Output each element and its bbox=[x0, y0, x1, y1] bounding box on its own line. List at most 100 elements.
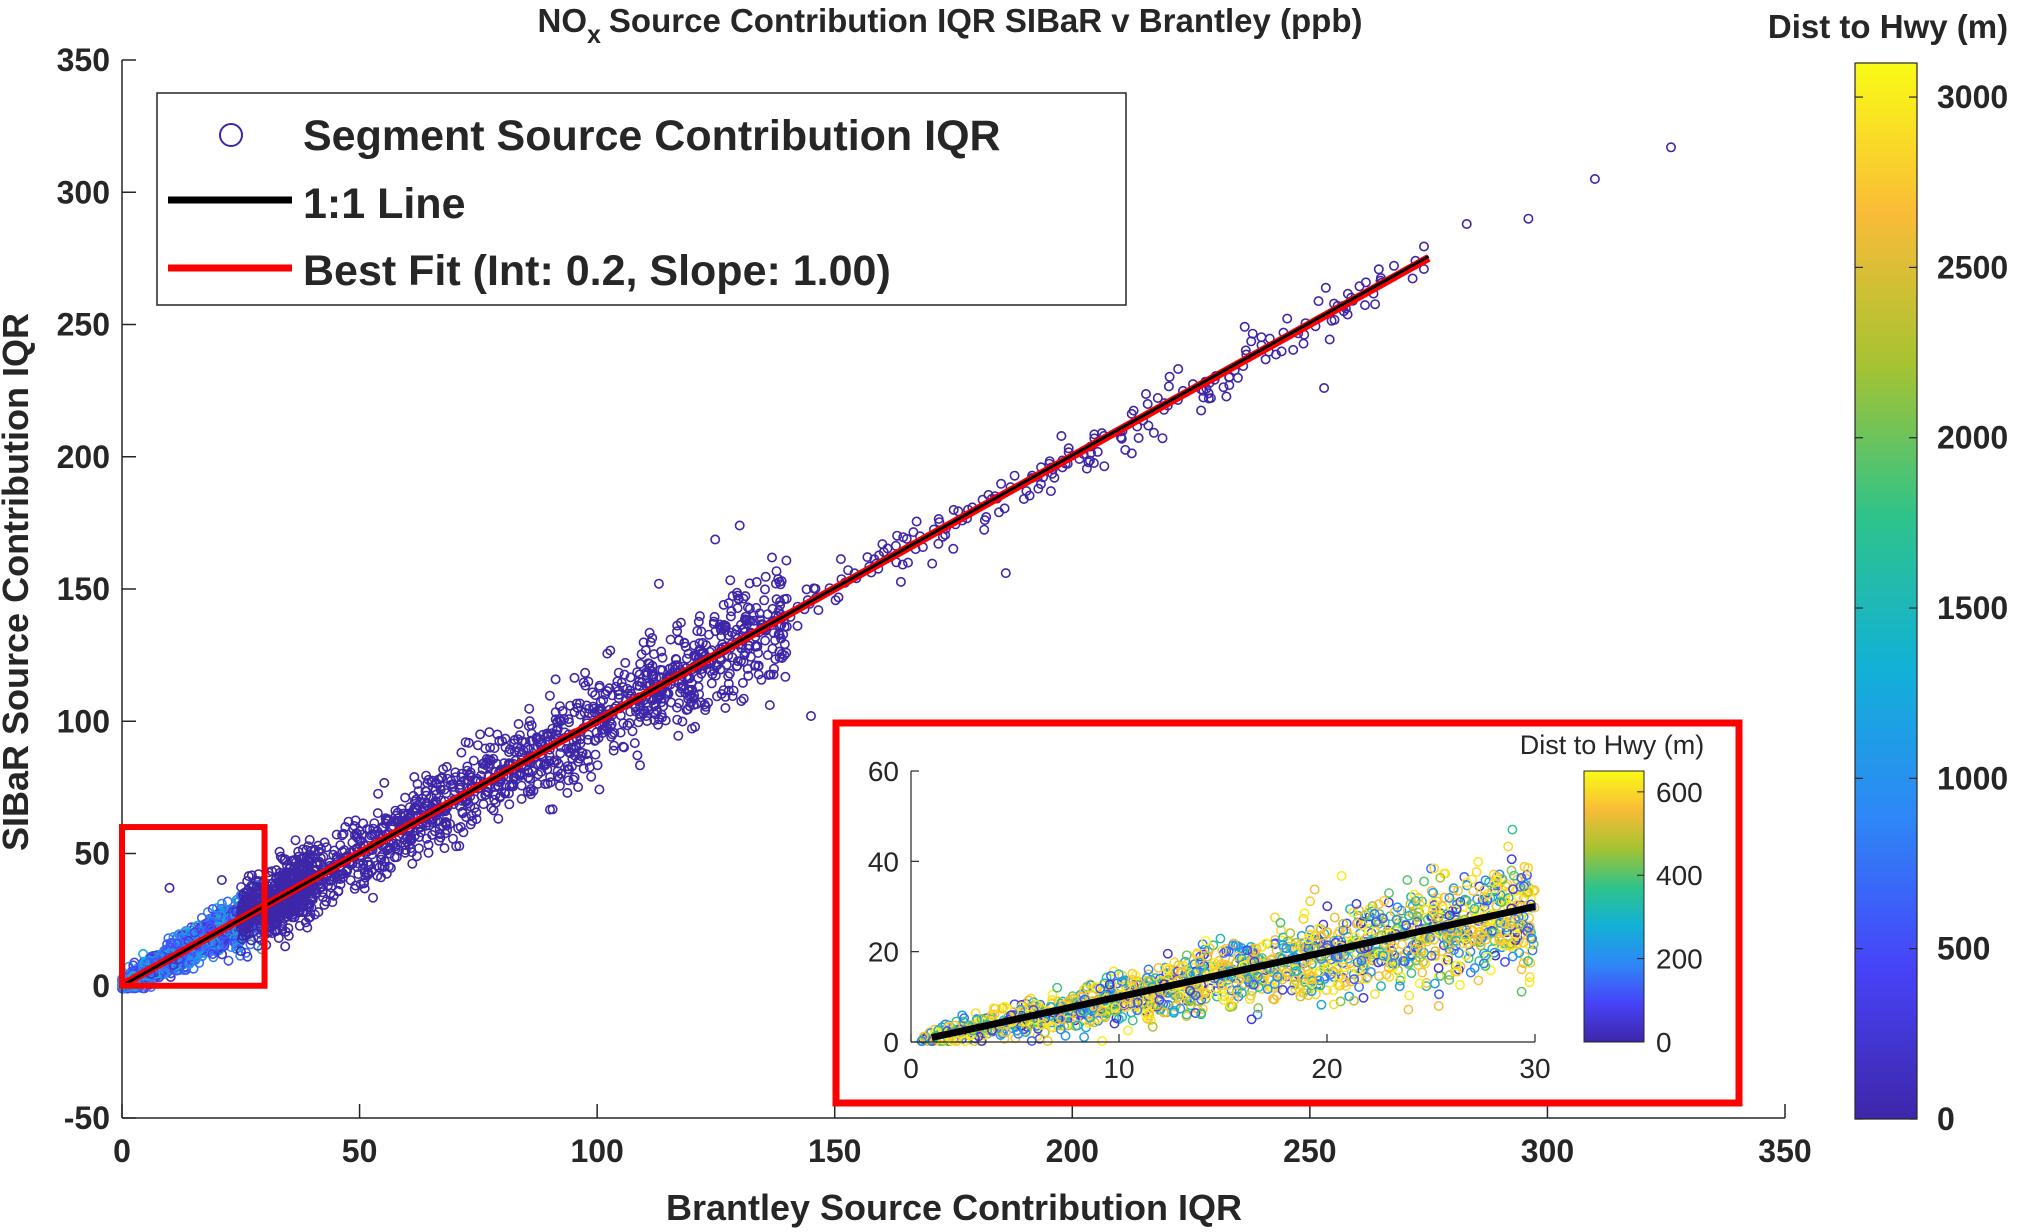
scatter-point bbox=[335, 873, 346, 884]
main-fit-lines bbox=[120, 254, 1431, 989]
scatter-point bbox=[570, 740, 581, 751]
scatter-point bbox=[1099, 461, 1110, 472]
inset-scatter-point bbox=[959, 1013, 970, 1024]
inset-scatter-point bbox=[1523, 922, 1534, 933]
inset-scatter-point bbox=[1247, 974, 1258, 985]
inset-scatter-point bbox=[1130, 999, 1141, 1010]
inset-scatter-point bbox=[1462, 938, 1473, 949]
inset-scatter-point bbox=[1401, 920, 1412, 931]
inset-scatter-point bbox=[1252, 971, 1263, 982]
scatter-point bbox=[309, 909, 320, 920]
main-axes: 0 50 100 150 200 250 300 350-500501001502002503… bbox=[57, 42, 1812, 1169]
inset-scatter-point bbox=[1063, 1020, 1074, 1031]
scatter-point bbox=[892, 530, 903, 541]
scatter-point bbox=[309, 844, 320, 855]
inset-scatter-point bbox=[1162, 948, 1173, 959]
x-tick-label: 250 bbox=[1283, 1133, 1336, 1169]
scatter-point bbox=[468, 755, 479, 766]
inset-scatter-point bbox=[1336, 870, 1347, 881]
scatter-point bbox=[600, 689, 611, 700]
y-tick-label: -50 bbox=[64, 1100, 110, 1136]
scatter-point bbox=[1313, 296, 1324, 307]
scatter-point bbox=[632, 750, 643, 761]
scatter-point bbox=[280, 941, 291, 952]
scatter-point bbox=[605, 645, 616, 656]
scatter-point bbox=[763, 669, 774, 680]
scatter-point bbox=[532, 778, 543, 789]
scatter-point bbox=[369, 818, 380, 829]
scatter-point bbox=[460, 737, 471, 748]
scatter-point bbox=[689, 640, 700, 651]
scatter-point bbox=[338, 828, 349, 839]
inset-scatter-point bbox=[1406, 968, 1417, 979]
scatter-point bbox=[714, 619, 725, 630]
scatter-point bbox=[690, 721, 701, 732]
scatter-point bbox=[768, 663, 779, 674]
scatter-point bbox=[927, 558, 938, 569]
inset-scatter-point bbox=[1024, 1019, 1035, 1030]
scatter-point bbox=[618, 741, 629, 752]
inset-scatter-point bbox=[1178, 960, 1189, 971]
scatter-point bbox=[528, 785, 539, 796]
inset-scatter-point bbox=[1505, 916, 1516, 927]
inset-scatter-point bbox=[1420, 958, 1431, 969]
scatter-point bbox=[319, 899, 330, 910]
scatter-point bbox=[235, 946, 246, 957]
inset-scatter-point bbox=[1300, 977, 1311, 987]
scatter-point bbox=[1045, 486, 1056, 497]
inset-scatter-point bbox=[1511, 929, 1522, 940]
inset-scatter-point bbox=[1305, 929, 1315, 940]
inset-scatter-point bbox=[1338, 925, 1349, 936]
inset-scatter-point bbox=[1104, 979, 1115, 990]
inset-scatter-point bbox=[1348, 907, 1359, 918]
inset-scatter-point bbox=[1395, 975, 1406, 986]
scatter-point bbox=[514, 730, 525, 741]
scatter-point bbox=[684, 701, 695, 712]
scatter-point bbox=[1035, 479, 1046, 490]
scatter-point bbox=[741, 615, 752, 626]
scatter-point bbox=[753, 669, 764, 680]
scatter-point bbox=[302, 901, 313, 912]
scatter-point bbox=[1276, 346, 1287, 357]
scatter-point bbox=[417, 793, 428, 804]
inset-scatter-point bbox=[1516, 964, 1527, 975]
inset-scatter-point bbox=[1383, 897, 1394, 908]
inset-scatter-point bbox=[1434, 989, 1444, 1000]
inset-scatter-point bbox=[1218, 948, 1229, 958]
scatter-point bbox=[508, 772, 519, 783]
scatter-point bbox=[385, 862, 396, 873]
scatter-point bbox=[895, 576, 906, 587]
inset-scatter-point bbox=[1503, 841, 1514, 852]
scatter-point bbox=[805, 710, 816, 721]
inset-scatter-point bbox=[1377, 913, 1388, 924]
x-tick-label: 150 bbox=[808, 1133, 861, 1169]
scatter-point bbox=[768, 627, 779, 638]
scatter-point bbox=[299, 852, 310, 863]
inset-scatter-point bbox=[1379, 952, 1390, 963]
inset-scatter-point bbox=[1101, 1008, 1112, 1019]
scatter-point bbox=[1224, 380, 1235, 391]
scatter-point bbox=[393, 845, 404, 856]
scatter-point bbox=[207, 949, 218, 960]
inset-scatter-point bbox=[1202, 951, 1213, 962]
scatter-point bbox=[1198, 392, 1209, 403]
scatter-point bbox=[196, 912, 207, 923]
scatter-point bbox=[573, 782, 584, 793]
scatter-point bbox=[421, 770, 432, 781]
scatter-point bbox=[588, 701, 599, 712]
inset-scatter-point bbox=[1480, 875, 1491, 886]
scatter-point bbox=[590, 749, 601, 760]
inset-scatter-point bbox=[1209, 961, 1219, 971]
scatter-point bbox=[284, 906, 295, 917]
scatter-point bbox=[337, 830, 348, 841]
inset-scatter-point bbox=[1248, 979, 1259, 990]
scatter-point bbox=[675, 687, 686, 698]
scatter-point bbox=[283, 923, 294, 934]
inset-scatter-point bbox=[916, 1036, 927, 1047]
inset-scatter-point bbox=[1236, 943, 1247, 953]
scatter-point bbox=[625, 706, 636, 717]
scatter-point bbox=[756, 674, 767, 685]
scatter-point bbox=[833, 592, 844, 603]
scatter-point bbox=[738, 593, 749, 604]
scatter-point bbox=[223, 955, 234, 966]
